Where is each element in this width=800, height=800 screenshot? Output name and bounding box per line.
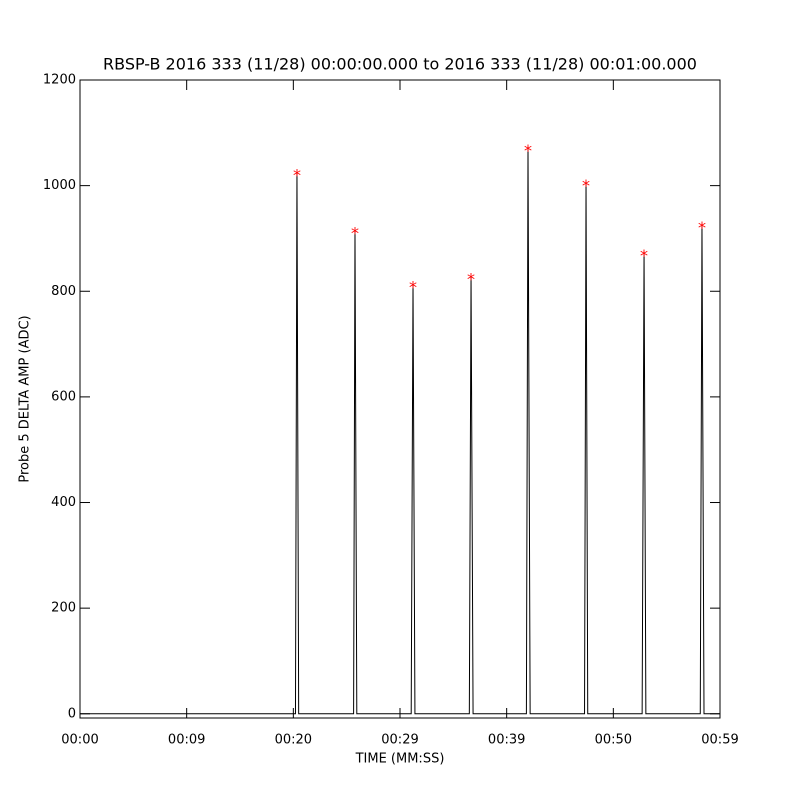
peak-marker: * xyxy=(351,223,359,242)
x-tick-label: 00:09 xyxy=(168,733,205,748)
y-tick-label: 1000 xyxy=(43,178,76,193)
x-tick-label: 00:50 xyxy=(595,733,632,748)
peak-marker: * xyxy=(698,218,706,237)
chart-title: RBSP-B 2016 333 (11/28) 00:00:00.000 to … xyxy=(103,55,697,74)
y-tick-label: 600 xyxy=(51,389,76,404)
x-axis-label: TIME (MM:SS) xyxy=(355,752,445,767)
data-line xyxy=(80,147,720,715)
y-tick-label: 200 xyxy=(51,601,76,616)
x-tick-label: 00:29 xyxy=(381,733,418,748)
y-tick-label: 400 xyxy=(51,495,76,510)
peak-marker: * xyxy=(640,246,648,265)
x-tick-label: 00:00 xyxy=(61,733,98,748)
y-tick-label: 800 xyxy=(51,284,76,299)
plot-frame xyxy=(79,79,721,719)
peak-marker: * xyxy=(524,141,532,160)
y-tick-label: 1200 xyxy=(43,73,76,88)
peak-marker: * xyxy=(467,269,475,288)
peak-marker: * xyxy=(582,176,590,195)
peak-marker: * xyxy=(293,165,301,184)
y-axis-label: Probe 5 DELTA AMP (ADC) xyxy=(18,315,33,482)
x-tick-label: 00:59 xyxy=(701,733,738,748)
y-tick-label: 0 xyxy=(68,706,76,721)
x-tick-label: 00:20 xyxy=(275,733,312,748)
x-tick-label: 00:39 xyxy=(488,733,525,748)
peak-marker: * xyxy=(409,277,417,296)
